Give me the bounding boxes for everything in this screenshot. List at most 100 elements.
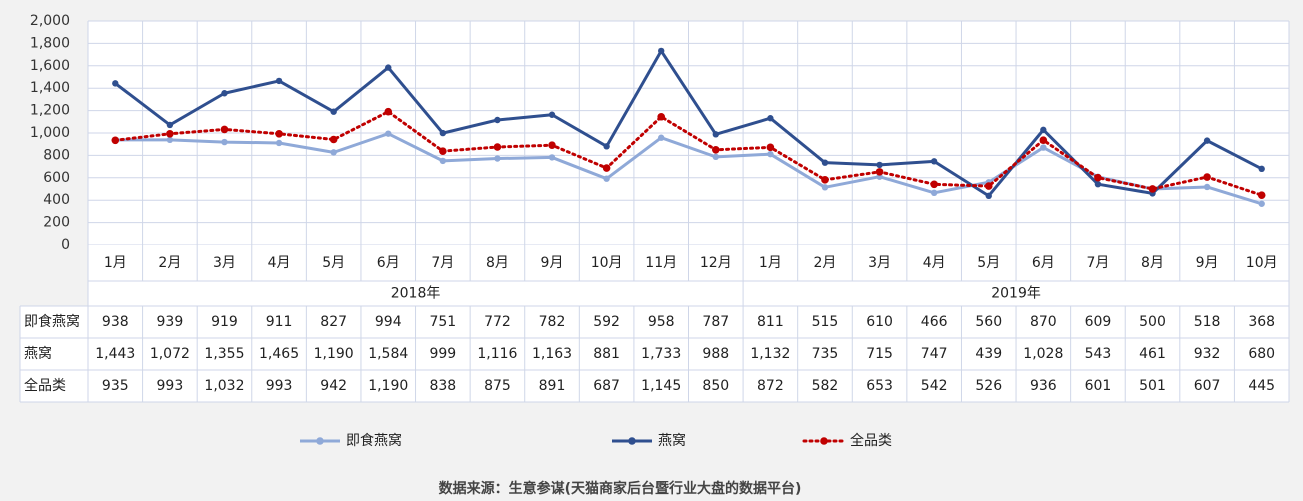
table-cell: 988 — [702, 346, 729, 362]
table-cell: 993 — [266, 378, 293, 394]
table-cell: 1,355 — [204, 346, 244, 362]
table-cell: 993 — [157, 378, 184, 394]
data-point — [111, 136, 120, 145]
table-cell: 542 — [921, 378, 948, 394]
table-cell: 1,443 — [95, 346, 135, 362]
table-cell: 994 — [375, 314, 402, 330]
data-table — [20, 306, 1289, 402]
table-cell: 838 — [429, 378, 456, 394]
table-cell: 609 — [1085, 314, 1112, 330]
x-tick-label: 12月 — [700, 255, 732, 271]
data-point — [221, 138, 228, 146]
data-point — [930, 158, 938, 165]
data-point — [602, 164, 611, 172]
x-tick-label: 2月 — [814, 255, 837, 271]
table-row-label: 燕窝 — [24, 345, 52, 362]
data-point — [875, 168, 884, 176]
x-tick-label: 7月 — [1086, 255, 1109, 271]
table-cell: 881 — [593, 346, 620, 362]
table-cell: 1,584 — [368, 346, 408, 362]
data-point — [930, 180, 938, 189]
year-label: 2018年 — [391, 286, 441, 302]
data-point — [603, 175, 610, 182]
series-line-1 — [114, 49, 1263, 198]
data-point — [439, 129, 447, 137]
table-cell: 653 — [866, 378, 893, 394]
data-point — [221, 90, 228, 97]
table-cell: 942 — [320, 378, 347, 394]
y-tick-label: 1,400 — [30, 80, 70, 96]
series-line-2 — [113, 110, 1264, 197]
table-cell: 560 — [975, 314, 1002, 330]
table-cell: 439 — [975, 346, 1002, 362]
x-tick-label: 1月 — [759, 255, 782, 271]
table-cell: 1,032 — [204, 378, 244, 394]
table-cell: 687 — [593, 378, 620, 394]
table-cell: 735 — [812, 346, 839, 362]
data-point — [494, 116, 501, 124]
x-tick-label: 10月 — [591, 255, 623, 271]
table-cell: 875 — [484, 378, 511, 394]
data-point — [166, 136, 174, 144]
data-point — [711, 146, 720, 154]
data-point — [384, 107, 393, 116]
x-tick-label: 6月 — [377, 255, 400, 271]
x-tick-label: 3月 — [868, 255, 891, 271]
table-cell: 1,116 — [477, 346, 517, 362]
data-point — [658, 134, 665, 141]
data-point — [166, 129, 174, 138]
table-cell: 518 — [1194, 314, 1221, 330]
data-point — [1258, 200, 1265, 207]
data-point — [1258, 165, 1265, 173]
y-tick-label: 1,200 — [30, 103, 70, 119]
data-point — [1094, 180, 1102, 188]
legend-swatch-marker — [628, 437, 636, 445]
table-cell: 919 — [211, 314, 238, 330]
x-tick-label: 3月 — [213, 255, 236, 271]
x-tick-label: 8月 — [486, 255, 509, 271]
table-cell: 1,145 — [641, 378, 681, 394]
x-tick-label: 8月 — [1141, 255, 1164, 271]
data-point — [548, 154, 556, 161]
data-point — [548, 111, 556, 118]
x-tick-label: 5月 — [322, 255, 345, 271]
table-cell: 515 — [812, 314, 839, 330]
data-point — [385, 64, 392, 71]
data-point — [494, 155, 501, 162]
table-cell: 891 — [539, 378, 566, 394]
x-tick-label: 4月 — [268, 255, 291, 271]
table-cell: 827 — [320, 314, 347, 330]
data-point — [1203, 137, 1211, 144]
data-point — [548, 141, 556, 150]
table-cell: 958 — [648, 314, 675, 330]
data-point — [767, 115, 774, 122]
table-cell: 787 — [702, 314, 729, 330]
data-point — [1148, 185, 1157, 193]
table-cell: 932 — [1194, 346, 1221, 362]
table-row-label: 即食燕窝 — [24, 313, 80, 330]
source-note: 数据来源：生意参谋(天猫商家后台暨行业大盘的数据平台) — [439, 480, 802, 497]
table-cell: 543 — [1085, 346, 1112, 362]
table-cell: 592 — [593, 314, 620, 330]
data-point — [930, 189, 938, 197]
table-cell: 938 — [102, 314, 129, 330]
legend-swatch-marker — [316, 437, 324, 445]
y-tick-label: 600 — [43, 170, 70, 186]
table-cell: 751 — [429, 314, 456, 330]
data-point — [330, 149, 337, 156]
table-cell: 939 — [157, 314, 184, 330]
data-point — [712, 153, 719, 161]
data-point — [821, 184, 829, 191]
table-cell: 368 — [1248, 314, 1275, 330]
table-cell: 466 — [921, 314, 948, 330]
data-point — [439, 147, 447, 155]
data-point — [821, 159, 829, 166]
data-point — [329, 135, 338, 144]
table-cell: 1,190 — [368, 378, 408, 394]
x-tick-label: 5月 — [977, 255, 1000, 271]
y-tick-label: 1,800 — [30, 35, 70, 51]
x-tick-label: 10月 — [1246, 255, 1278, 271]
data-point — [112, 80, 119, 87]
table-cell: 461 — [1139, 346, 1166, 362]
table-row-label: 全品类 — [24, 377, 66, 394]
